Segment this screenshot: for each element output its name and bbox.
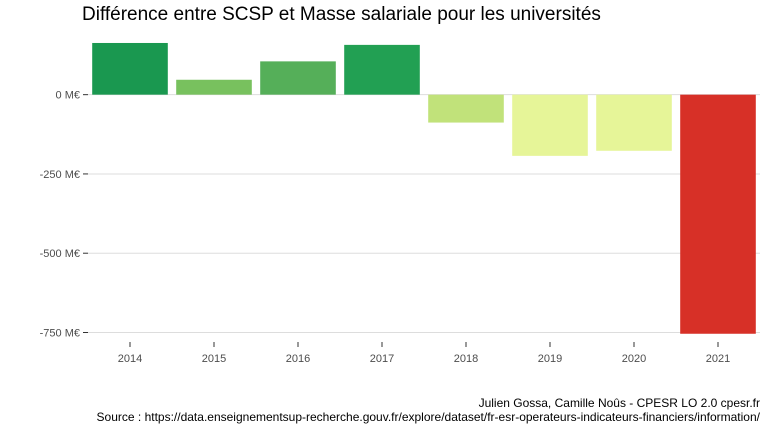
y-tick-label: -500 M€ (40, 248, 80, 260)
y-tick-label: -750 M€ (40, 327, 80, 339)
bar (428, 94, 504, 123)
y-axis: 0 M€ -250 M€ -500 M€ -750 M€ (40, 90, 88, 339)
x-tick-label: 2015 (202, 353, 226, 365)
x-tick-label: 2017 (370, 353, 394, 365)
x-tick-label: 2016 (286, 353, 310, 365)
x-tick-label: 2021 (706, 353, 730, 365)
x-tick-label: 2019 (538, 353, 562, 365)
chart-title: Différence entre SCSP et Masse salariale… (82, 4, 601, 25)
x-axis: 2014 2015 2016 2017 2018 2019 2020 2021 (118, 342, 730, 365)
bar (344, 44, 420, 95)
bar (260, 61, 336, 95)
x-tick-label: 2014 (118, 353, 142, 365)
bars (92, 42, 756, 334)
y-tick-label: -250 M€ (40, 169, 80, 181)
bar (596, 94, 672, 151)
x-tick-label: 2020 (622, 353, 646, 365)
caption-authors: Julien Gossa, Camille Noûs - CPESR LO 2.… (478, 396, 760, 410)
caption-source: Source : https://data.enseignementsup-re… (96, 410, 760, 424)
bar (512, 94, 588, 156)
x-tick-label: 2018 (454, 353, 478, 365)
bar (92, 42, 168, 95)
bar (680, 94, 756, 334)
y-tick-label: 0 M€ (56, 90, 80, 102)
bar (176, 79, 252, 95)
